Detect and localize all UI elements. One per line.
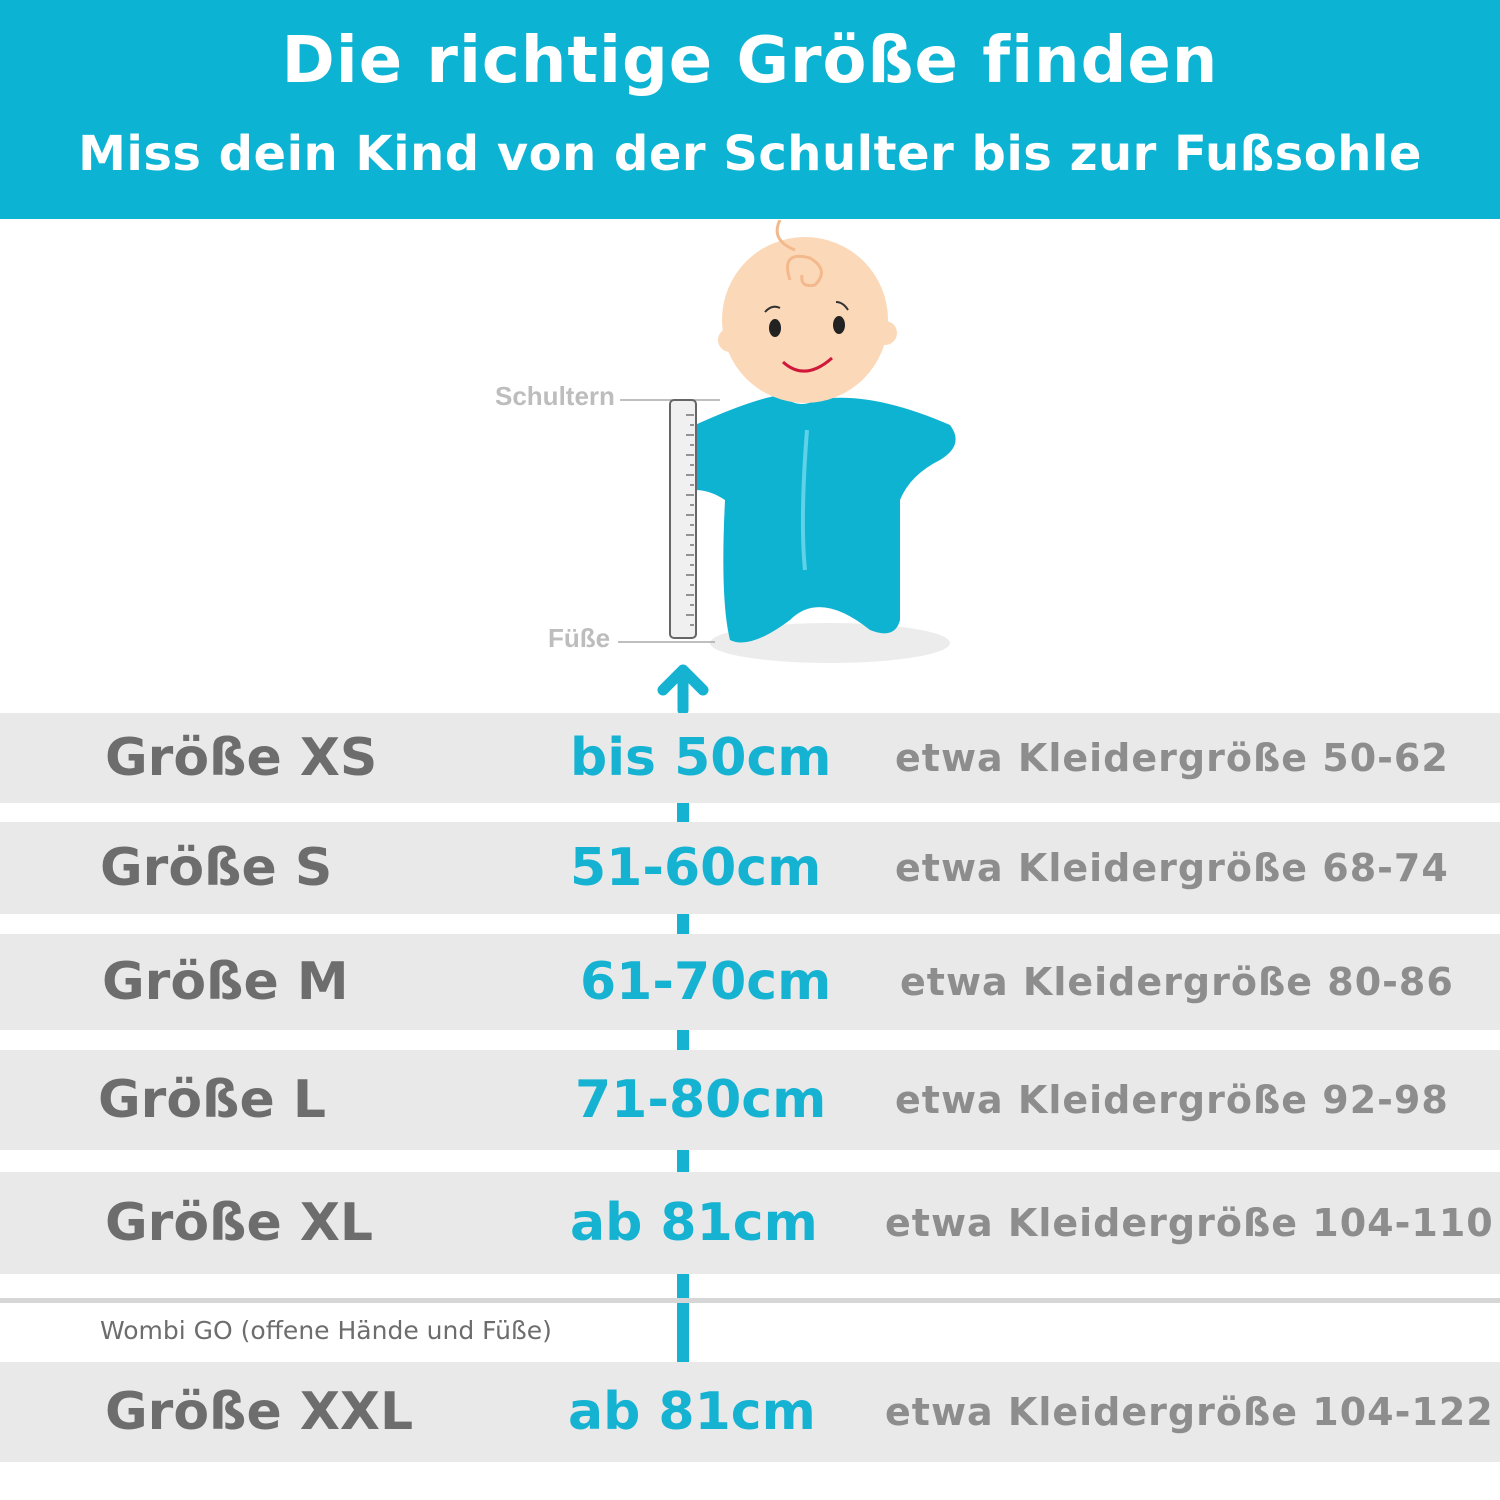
hair-strand	[775, 220, 796, 252]
size-row-xxl: Größe XXL ab 81cm etwa Kleidergröße 104-…	[0, 1362, 1500, 1462]
length-range: ab 81cm	[568, 1382, 816, 1442]
section-divider	[0, 1298, 1500, 1303]
size-label: Größe L	[98, 1070, 326, 1130]
clothing-size: etwa Kleidergröße 80-86	[900, 960, 1454, 1004]
size-label: Größe S	[100, 838, 333, 898]
smile	[781, 356, 833, 373]
page-title: Die richtige Größe finden	[281, 24, 1219, 98]
clothing-size: etwa Kleidergröße 104-110	[885, 1201, 1494, 1245]
eye-left	[769, 319, 781, 337]
eye-right	[833, 316, 845, 334]
size-row-xs: Größe XS bis 50cm etwa Kleidergröße 50-6…	[0, 713, 1500, 803]
clothing-size: etwa Kleidergröße 92-98	[895, 1078, 1449, 1122]
eyebrow-right	[835, 301, 849, 311]
length-range: 51-60cm	[570, 838, 822, 898]
hair-curl	[786, 254, 823, 287]
length-range: ab 81cm	[570, 1193, 818, 1253]
measure-line	[677, 914, 689, 934]
clothing-size: etwa Kleidergröße 68-74	[895, 846, 1449, 890]
length-range: bis 50cm	[570, 728, 832, 788]
wombi-go-note: Wombi GO (offene Hände und Füße)	[100, 1316, 552, 1345]
measure-line	[677, 1030, 689, 1050]
sleepsuit-body	[695, 395, 956, 643]
eyebrow-left	[764, 305, 781, 313]
size-label: Größe XXL	[105, 1382, 414, 1442]
ruler-ticks	[686, 414, 694, 626]
clothing-size: etwa Kleidergröße 104-122	[885, 1390, 1494, 1434]
size-row-l: Größe L 71-80cm etwa Kleidergröße 92-98	[0, 1050, 1500, 1150]
length-range: 71-80cm	[575, 1070, 827, 1130]
header-banner: Die richtige Größe finden Miss dein Kind…	[0, 0, 1500, 219]
page-subtitle: Miss dein Kind von der Schulter bis zur …	[78, 126, 1422, 182]
measure-line	[677, 803, 689, 822]
size-row-s: Größe S 51-60cm etwa Kleidergröße 68-74	[0, 822, 1500, 914]
ruler-icon	[669, 399, 697, 639]
size-label: Größe XS	[105, 728, 378, 788]
measure-line	[677, 1274, 689, 1362]
size-row-xl: Größe XL ab 81cm etwa Kleidergröße 104-1…	[0, 1172, 1500, 1274]
measure-line	[677, 1150, 689, 1172]
size-label: Größe XL	[105, 1193, 374, 1253]
zipper	[800, 429, 809, 571]
shoulders-label: Schultern	[495, 381, 615, 411]
baby-head	[722, 237, 888, 403]
size-label: Größe M	[102, 952, 349, 1012]
length-range: 61-70cm	[580, 952, 832, 1012]
baby-measurement-illustration: Schultern Füße	[495, 220, 956, 716]
feet-label: Füße	[548, 623, 610, 653]
clothing-size: etwa Kleidergröße 50-62	[895, 736, 1449, 780]
size-row-m: Größe M 61-70cm etwa Kleidergröße 80-86	[0, 934, 1500, 1030]
arrow-up-icon	[657, 664, 709, 716]
